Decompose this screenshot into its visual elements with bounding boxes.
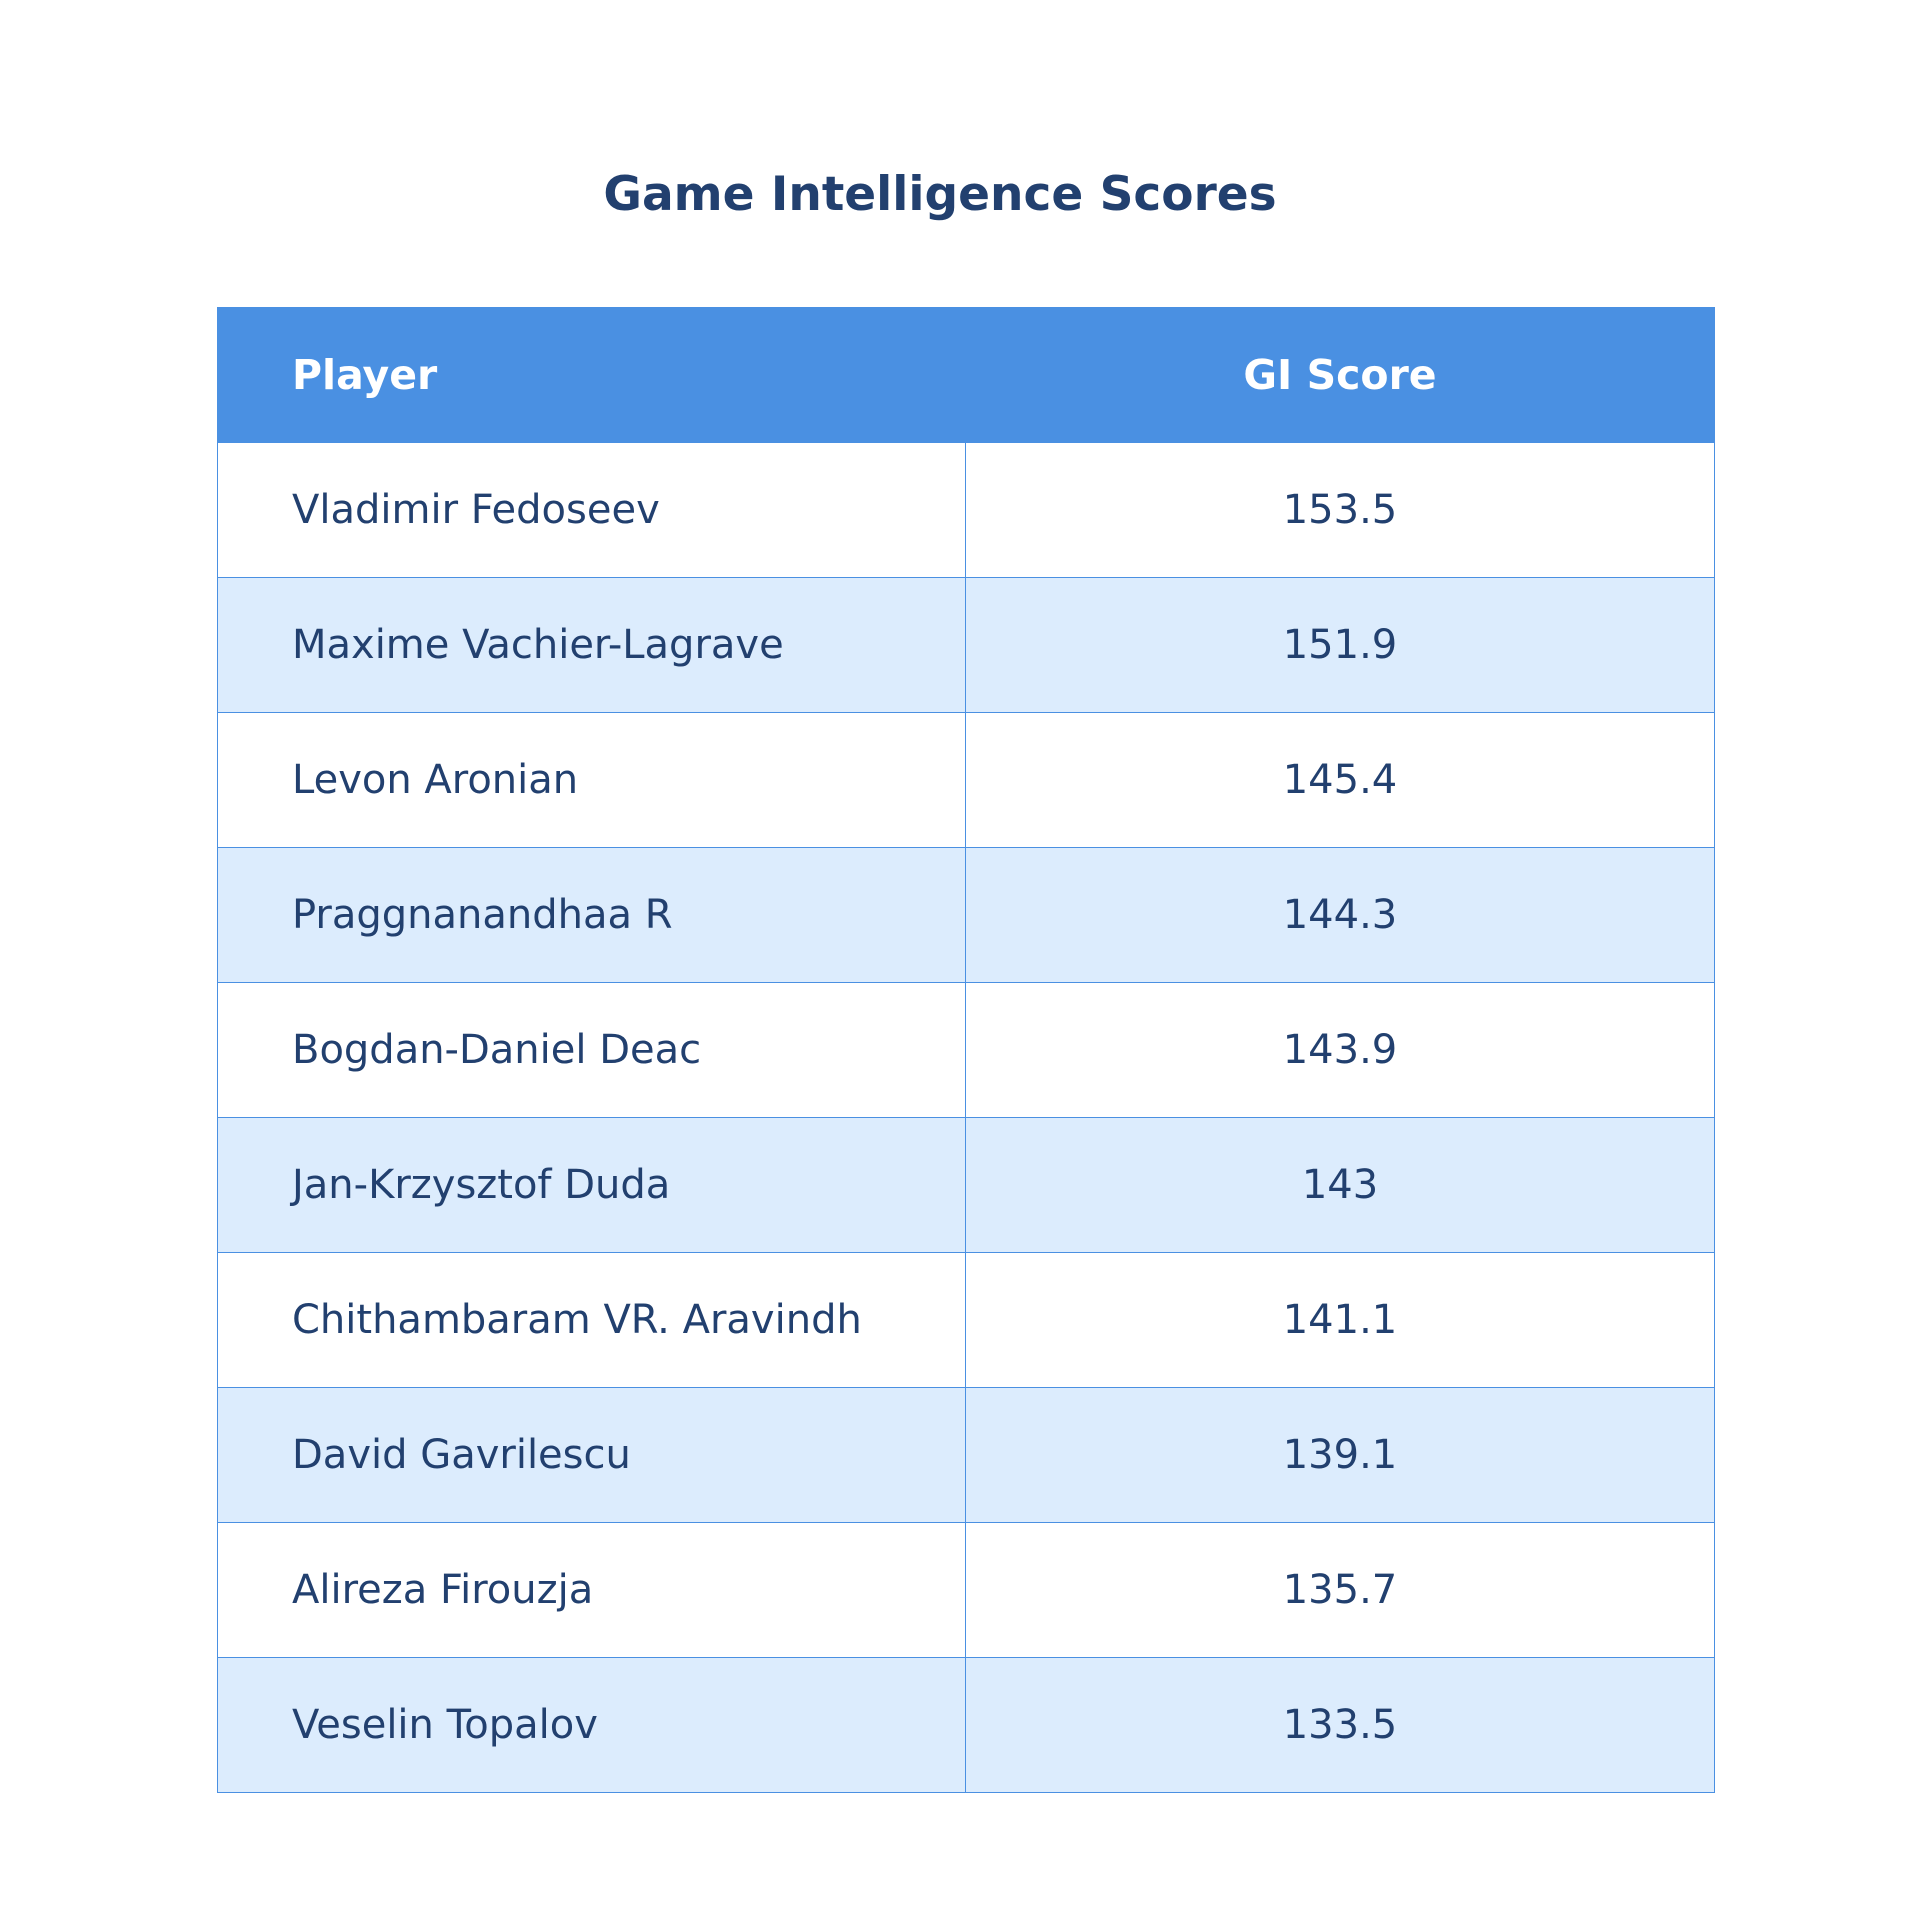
player-cell: Vladimir Fedoseev <box>217 442 966 578</box>
score-cell: 139.1 <box>965 1387 1715 1523</box>
table-row: Levon Aronian 145.4 <box>217 712 1715 848</box>
player-cell: David Gavrilescu <box>217 1387 966 1523</box>
player-cell: Alireza Firouzja <box>217 1522 966 1658</box>
header-player: Player <box>217 307 966 443</box>
player-cell: Maxime Vachier-Lagrave <box>217 577 966 713</box>
score-cell: 135.7 <box>965 1522 1715 1658</box>
table-row: Maxime Vachier-Lagrave 151.9 <box>217 577 1715 713</box>
score-cell: 153.5 <box>965 442 1715 578</box>
table-row: Vladimir Fedoseev 153.5 <box>217 442 1715 578</box>
table-row: Praggnanandhaa R 144.3 <box>217 847 1715 983</box>
header-gi-score: GI Score <box>965 307 1715 443</box>
table-row: David Gavrilescu 139.1 <box>217 1387 1715 1523</box>
player-cell: Veselin Topalov <box>217 1657 966 1793</box>
table-body: Vladimir Fedoseev 153.5 Maxime Vachier-L… <box>217 442 1715 1793</box>
table-row: Bogdan-Daniel Deac 143.9 <box>217 982 1715 1118</box>
scores-table: Player GI Score Vladimir Fedoseev 153.5 … <box>217 307 1715 1793</box>
table-row: Chithambaram VR. Aravindh 141.1 <box>217 1252 1715 1388</box>
player-cell: Chithambaram VR. Aravindh <box>217 1252 966 1388</box>
score-cell: 133.5 <box>965 1657 1715 1793</box>
header-row: Player GI Score <box>217 307 1715 443</box>
table-row: Veselin Topalov 133.5 <box>217 1657 1715 1793</box>
table-row: Alireza Firouzja 135.7 <box>217 1522 1715 1658</box>
score-cell: 151.9 <box>965 577 1715 713</box>
score-cell: 141.1 <box>965 1252 1715 1388</box>
score-cell: 143 <box>965 1117 1715 1253</box>
score-cell: 143.9 <box>965 982 1715 1118</box>
player-cell: Bogdan-Daniel Deac <box>217 982 966 1118</box>
player-cell: Levon Aronian <box>217 712 966 848</box>
table-row: Jan-Krzysztof Duda 143 <box>217 1117 1715 1253</box>
player-cell: Jan-Krzysztof Duda <box>217 1117 966 1253</box>
player-cell: Praggnanandhaa R <box>217 847 966 983</box>
chart-title: Game Intelligence Scores <box>603 167 1277 222</box>
score-cell: 145.4 <box>965 712 1715 848</box>
score-cell: 144.3 <box>965 847 1715 983</box>
